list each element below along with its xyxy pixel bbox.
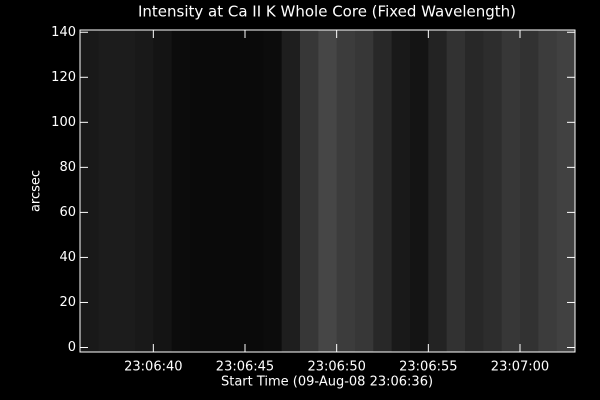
y-axis-label: arcsec	[29, 170, 44, 212]
intensity-column	[446, 30, 466, 352]
intensity-column	[263, 30, 283, 352]
intensity-column	[226, 30, 246, 352]
intensity-column	[483, 30, 503, 352]
x-tick-label: 23:06:55	[399, 360, 457, 375]
y-tick-label: 120	[51, 70, 76, 85]
intensity-column	[245, 30, 264, 352]
image	[80, 30, 576, 352]
y-tick-label: 100	[51, 115, 76, 130]
y-tick-label: 0	[68, 340, 76, 355]
intensity-column	[336, 30, 356, 352]
intensity-column	[556, 30, 576, 352]
intensity-column	[465, 30, 484, 352]
intensity-column	[428, 30, 448, 352]
intensity-column	[538, 30, 558, 352]
intensity-column	[98, 30, 118, 352]
plot-frame	[79, 29, 576, 353]
intensity-column	[373, 30, 393, 352]
y-tick-label: 140	[51, 25, 76, 40]
intensity-column	[135, 30, 154, 352]
x-axis-label: Start Time (09-Aug-08 23:06:36)	[221, 375, 433, 390]
intensity-column	[501, 30, 521, 352]
intensity-column	[520, 30, 539, 352]
y-tick-label: 20	[59, 295, 76, 310]
intensity-column	[208, 30, 228, 352]
intensity-column	[190, 30, 209, 352]
y-tick-label: 40	[59, 250, 76, 265]
intensity-column	[80, 30, 99, 352]
y-tick-label: 60	[59, 205, 76, 220]
chart-title: Intensity at Ca II K Whole Core (Fixed W…	[138, 3, 516, 21]
intensity-column	[171, 30, 191, 352]
x-tick-label: 23:07:00	[491, 360, 549, 375]
y-tick-label: 80	[59, 160, 76, 175]
intensity-column	[116, 30, 136, 352]
x-tick-label: 23:06:45	[216, 360, 274, 375]
intensity-column	[410, 30, 429, 352]
x-tick-label: 23:06:50	[307, 360, 365, 375]
intensity-column	[391, 30, 411, 352]
x-tick-label: 23:06:40	[124, 360, 182, 375]
intensity-column	[281, 30, 301, 352]
intensity-column	[355, 30, 374, 352]
intensity-column	[153, 30, 173, 352]
intensity-column	[318, 30, 338, 352]
intensity-column	[300, 30, 319, 352]
